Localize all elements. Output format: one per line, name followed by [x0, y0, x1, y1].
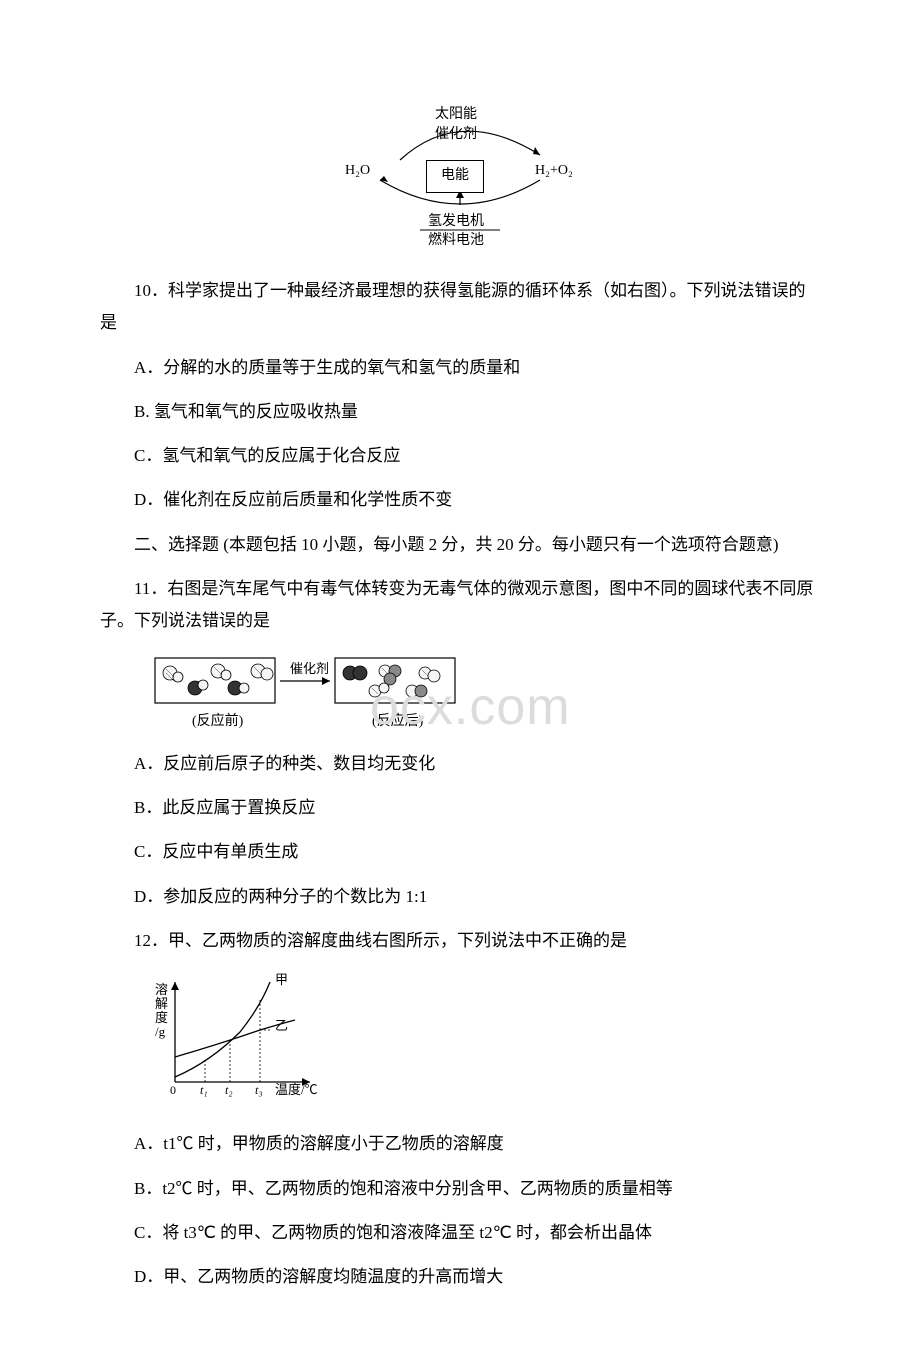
q12-option-d: D．甲、乙两物质的溶解度均随温度的升高而增大 [100, 1261, 820, 1293]
before-label: (反应前) [192, 712, 244, 729]
q11-option-b: B．此反应属于置换反应 [100, 792, 820, 824]
q12-option-c: C．将 t3℃ 的甲、乙两物质的饱和溶液降温至 t2℃ 时，都会析出晶体 [100, 1217, 820, 1249]
q10-option-c: C．氢气和氧气的反应属于化合反应 [100, 440, 820, 472]
q11-option-d: D．参加反应的两种分子的个数比为 1:1 [100, 881, 820, 913]
label-h2o: H₂O [345, 158, 370, 185]
label-h2o2: H₂+O₂ [535, 158, 573, 185]
svg-text:甲: 甲 [275, 972, 288, 987]
svg-text:t₂: t₂ [225, 1083, 233, 1097]
q11-option-c: C．反应中有单质生成 [100, 836, 820, 868]
section-2-heading: 二、选择题 (本题包括 10 小题，每小题 2 分，共 20 分。每小题只有一个… [100, 529, 820, 561]
svg-text:解: 解 [155, 996, 168, 1011]
svg-text:/g: /g [155, 1024, 166, 1039]
q11-option-a: A．反应前后原子的种类、数目均无变化 [100, 748, 820, 780]
reaction-diagram: ocx.com 催化剂 [150, 653, 820, 733]
solubility-diagram: 溶 解 度 /g 甲 乙 0 t₁ t₂ t₃ 温度/℃ [150, 972, 820, 1113]
q12-option-a: A．t1℃ 时，甲物质的溶解度小于乙物质的溶解度 [100, 1128, 820, 1160]
box-electric: 电能 [426, 160, 484, 193]
svg-text:溶: 溶 [155, 982, 168, 997]
arrow-label: 催化剂 [290, 661, 329, 676]
q12-option-b: B．t2℃ 时，甲、乙两物质的饱和溶液中分别含甲、乙两物质的质量相等 [100, 1173, 820, 1205]
q10-option-d: D．催化剂在反应前后质量和化学性质不变 [100, 484, 820, 516]
svg-text:温度/℃: 温度/℃ [275, 1082, 318, 1097]
svg-text:t₃: t₃ [255, 1083, 263, 1097]
svg-text:度: 度 [155, 1010, 168, 1025]
after-label: (反应后) [372, 712, 424, 729]
q10-option-b: B. 氢气和氧气的反应吸收热量 [100, 396, 820, 428]
label-catalyst: 催化剂 [435, 122, 477, 149]
q11-text: 11．右图是汽车尾气中有毒气体转变为无毒气体的微观示意图，图中不同的圆球代表不同… [100, 573, 820, 638]
q10-text: 10．科学家提出了一种最经济最理想的获得氢能源的循环体系（如右图）。下列说法错误… [100, 275, 820, 340]
svg-text:t₁: t₁ [200, 1083, 208, 1097]
q10-option-a: A．分解的水的质量等于生成的氧气和氢气的质量和 [100, 352, 820, 384]
svg-text:0: 0 [170, 1083, 176, 1097]
q12-text: 12．甲、乙两物质的溶解度曲线右图所示，下列说法中不正确的是 [100, 925, 820, 957]
label-fuelcell: 燃料电池 [428, 228, 484, 255]
svg-text:乙: 乙 [275, 1018, 288, 1033]
solubility-svg: 溶 解 度 /g 甲 乙 0 t₁ t₂ t₃ 温度/℃ [150, 972, 330, 1102]
reaction-svg: 催化剂 (反应前) (反应后) [150, 653, 460, 733]
hydrogen-cycle-diagram: 太阳能 催化剂 H₂O 电能 H₂+O₂ 氢发电机 燃料电池 [100, 100, 820, 250]
